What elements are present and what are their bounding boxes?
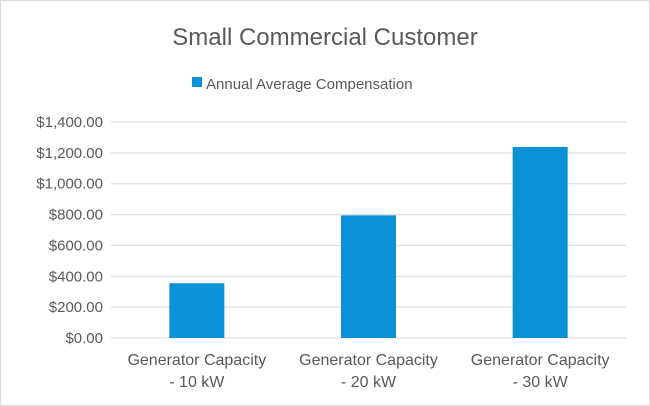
x-category-label: Generator Capacity <box>471 352 610 369</box>
y-tick-label: $800.00 <box>49 207 103 224</box>
legend: Annual Average Compensation <box>192 76 413 93</box>
x-axis-labels: Generator Capacity - 10 kW Generator Capac… <box>127 352 609 391</box>
x-category-label: - 10 kW <box>169 374 225 391</box>
y-tick-label: $1,400.00 <box>36 114 103 131</box>
chart-title: Small Commercial Customer <box>172 24 477 51</box>
x-category-label: - 20 kW <box>341 374 397 391</box>
x-category-label: Generator Capacity <box>127 352 266 369</box>
x-category-label: - 30 kW <box>513 374 569 391</box>
bar <box>512 146 568 338</box>
bars <box>169 146 568 338</box>
y-axis-ticks: $0.00 $200.00 $400.00 $600.00 $800.00 $1,000.… <box>36 114 103 347</box>
y-tick-label: $0.00 <box>65 330 103 347</box>
legend-label: Annual Average Compensation <box>206 76 413 93</box>
y-tick-label: $1,200.00 <box>36 145 103 162</box>
bar <box>341 215 396 338</box>
x-category-label: Generator Capacity <box>299 352 438 369</box>
bar <box>169 283 225 338</box>
y-tick-label: $1,000.00 <box>36 176 103 193</box>
y-tick-label: $400.00 <box>49 268 103 285</box>
legend-swatch <box>192 77 202 87</box>
y-tick-label: $200.00 <box>49 299 103 316</box>
y-tick-label: $600.00 <box>49 237 103 254</box>
